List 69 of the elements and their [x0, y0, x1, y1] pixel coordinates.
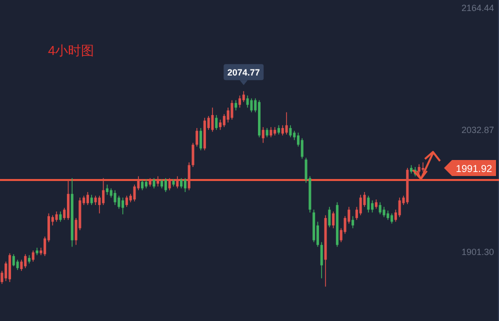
candlestick	[94, 195, 97, 206]
candlestick	[192, 142, 194, 168]
candlestick	[246, 95, 249, 108]
candlestick	[125, 195, 128, 208]
candlestick	[320, 242, 323, 279]
candlestick	[398, 197, 401, 218]
candlestick	[215, 114, 218, 130]
candlestick	[118, 195, 120, 210]
candlestick	[371, 200, 374, 213]
candlestick	[359, 194, 362, 216]
candlestick	[390, 212, 394, 224]
candlestick	[226, 107, 230, 123]
candlestick	[367, 195, 370, 213]
candlestick	[32, 250, 34, 262]
candlestick	[90, 194, 93, 206]
candlestick	[352, 216, 354, 229]
candlestick	[122, 197, 124, 215]
candlestick	[59, 211, 62, 222]
candlestick	[211, 107, 214, 132]
candlestick	[293, 130, 296, 140]
candlestick	[218, 119, 222, 130]
candlestick	[222, 114, 226, 128]
candlestick	[24, 254, 27, 269]
text: 4小时图	[48, 43, 94, 58]
candlestick	[16, 259, 19, 270]
candlestick	[152, 178, 156, 189]
candlestick	[141, 180, 144, 191]
candlestick	[300, 138, 304, 160]
candlestick	[106, 184, 108, 196]
candlestick	[234, 100, 238, 111]
y-tick-label: 2164.44	[461, 2, 494, 13]
candlestick	[374, 199, 378, 210]
candlestick	[418, 164, 420, 174]
candlestick	[110, 188, 112, 198]
candlestick	[238, 95, 242, 108]
candlestick	[289, 124, 292, 138]
y-tick-label: 1901.30	[461, 247, 494, 258]
candlestick	[270, 126, 272, 138]
candlestick	[285, 112, 288, 135]
candlestick	[180, 178, 183, 189]
candlestick	[160, 178, 164, 189]
annotation: 1991.92	[456, 164, 493, 175]
candlestick	[86, 192, 89, 206]
candlestick	[266, 128, 268, 138]
candlestick	[250, 98, 253, 113]
candlestick	[12, 254, 15, 267]
candlestick	[386, 210, 390, 220]
candlestick	[242, 90, 245, 102]
candlestick	[378, 202, 382, 215]
candlestick	[164, 178, 167, 192]
candlestick	[281, 124, 284, 136]
candlestick	[332, 211, 335, 229]
candlestick	[200, 128, 202, 151]
candlestick	[382, 206, 386, 218]
candlestick	[55, 211, 58, 222]
peak-label: 2074.77	[224, 64, 264, 86]
candlestick	[114, 190, 116, 206]
candlestick	[196, 128, 198, 147]
candlestick	[20, 259, 23, 272]
candlestick	[277, 124, 280, 135]
y-tick-label: 2032.87	[461, 125, 494, 136]
candlestick	[262, 126, 264, 144]
candlestick	[184, 178, 186, 192]
candlestick	[144, 178, 148, 189]
annotation: 2074.77	[227, 68, 260, 78]
candlestick	[422, 162, 424, 172]
candlestick	[230, 100, 234, 120]
candlestick	[328, 206, 331, 228]
candlestick	[133, 184, 136, 202]
